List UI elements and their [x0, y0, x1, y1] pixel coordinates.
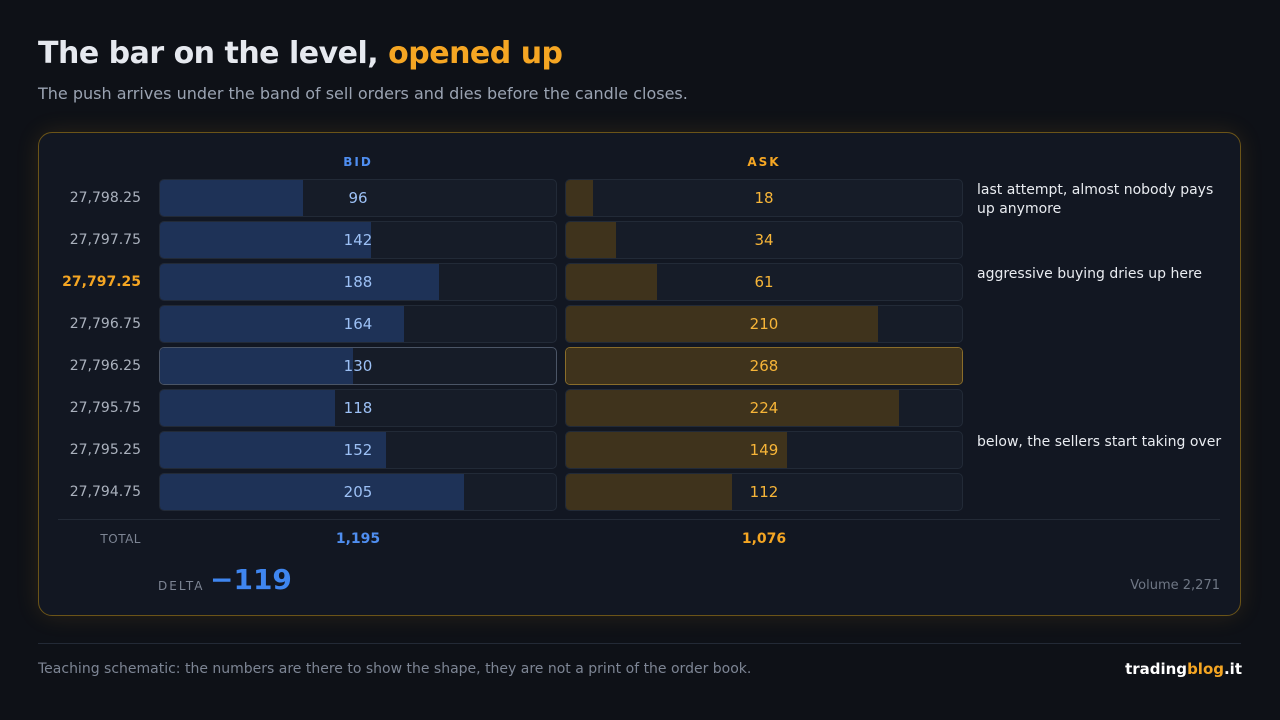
title-accent: opened up	[388, 36, 563, 71]
bid-cell: 164	[159, 305, 557, 343]
bid-bar	[160, 474, 465, 510]
annotation: below, the sellers start taking over	[977, 434, 1222, 450]
ask-bar	[566, 180, 593, 216]
footer-line	[38, 643, 1241, 644]
bid-cell: 205	[159, 473, 557, 511]
bid-value: 142	[343, 231, 373, 249]
brand: tradingblog.it	[1125, 660, 1242, 678]
delta-value: −119	[210, 563, 292, 596]
bid-cell: 130	[159, 347, 557, 385]
brand-suffix: .it	[1223, 660, 1242, 678]
ask-bar	[566, 264, 657, 300]
ask-cell: 34	[565, 221, 963, 259]
bid-value: 96	[348, 189, 368, 207]
bid-bar	[160, 222, 371, 258]
price-label: 27,797.75	[69, 232, 141, 248]
price-label: 27,796.25	[69, 358, 141, 374]
bid-cell: 142	[159, 221, 557, 259]
volume: Volume 2,271	[1130, 578, 1220, 593]
ask-value: 149	[749, 441, 779, 459]
bid-bar	[160, 180, 303, 216]
bid-cell: 118	[159, 389, 557, 427]
ask-cell: 224	[565, 389, 963, 427]
bid-bar	[160, 432, 386, 468]
subtitle: The push arrives under the band of sell …	[38, 84, 688, 103]
ask-cell: 210	[565, 305, 963, 343]
bid-value: 188	[343, 273, 373, 291]
bid-cell: 188	[159, 263, 557, 301]
title-wrap: The bar on the level, opened up	[38, 36, 563, 71]
ask-bar	[566, 432, 788, 468]
brand-accent: blog	[1187, 660, 1224, 678]
price-label: 27,797.25	[62, 274, 141, 290]
ask-value: 112	[749, 483, 779, 501]
bid-value: 152	[343, 441, 373, 459]
price-label: 27,794.75	[69, 484, 141, 500]
ask-value: 18	[754, 189, 774, 207]
ask-cell: 112	[565, 473, 963, 511]
bid-value: 118	[343, 399, 373, 417]
ask-bar	[566, 222, 617, 258]
bid-bar	[160, 348, 354, 384]
ask-bar	[566, 474, 733, 510]
ask-cell: 61	[565, 263, 963, 301]
bid-bar	[160, 264, 440, 300]
ask-value: 34	[754, 231, 774, 249]
bid-header: BID	[343, 155, 373, 169]
ask-value: 61	[754, 273, 774, 291]
ask-value: 224	[749, 399, 779, 417]
ask-value: 210	[749, 315, 779, 333]
annotation: last attempt, almost nobody pays up anym…	[977, 182, 1214, 217]
delta-label: DELTA	[158, 579, 205, 593]
footer-note: Teaching schematic: the numbers are ther…	[38, 661, 752, 677]
ask-total: 1,076	[741, 531, 787, 547]
bid-bar	[160, 390, 336, 426]
price-label: 27,796.75	[69, 316, 141, 332]
annotation: aggressive buying dries up here	[977, 266, 1203, 282]
ask-bar	[566, 306, 878, 342]
ask-value: 268	[749, 357, 779, 375]
brand-text: trading	[1125, 660, 1188, 678]
ask-cell: 268	[565, 347, 963, 385]
bid-bar	[160, 306, 404, 342]
ask-cell: 18	[565, 179, 963, 217]
ask-cell: 149	[565, 431, 963, 469]
price-label: 27,798.25	[69, 190, 141, 206]
bid-total: 1,195	[335, 531, 381, 547]
separator	[58, 519, 1220, 520]
bid-value: 130	[343, 357, 373, 375]
ask-header: ASK	[747, 155, 781, 169]
price-label: 27,795.75	[69, 400, 141, 416]
total-label: TOTAL	[100, 532, 141, 546]
bid-cell: 152	[159, 431, 557, 469]
bid-cell: 96	[159, 179, 557, 217]
ask-bar	[566, 390, 899, 426]
ask-bar	[566, 348, 962, 384]
price-label: 27,795.25	[69, 442, 141, 458]
bid-value: 164	[343, 315, 373, 333]
bid-value: 205	[343, 483, 373, 501]
title: The bar on the level,	[38, 36, 379, 71]
